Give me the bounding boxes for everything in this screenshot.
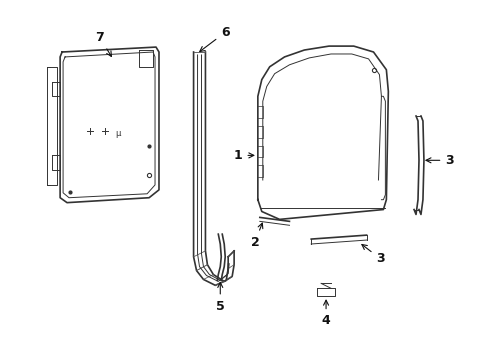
Text: 4: 4 bbox=[321, 300, 330, 327]
Text: 2: 2 bbox=[250, 223, 262, 248]
Text: 7: 7 bbox=[95, 31, 111, 57]
Text: 3: 3 bbox=[425, 154, 453, 167]
Text: 6: 6 bbox=[200, 26, 229, 51]
Text: 1: 1 bbox=[233, 149, 253, 162]
Text: 3: 3 bbox=[361, 244, 384, 265]
Text: μ: μ bbox=[115, 129, 120, 138]
Text: 5: 5 bbox=[216, 283, 224, 312]
